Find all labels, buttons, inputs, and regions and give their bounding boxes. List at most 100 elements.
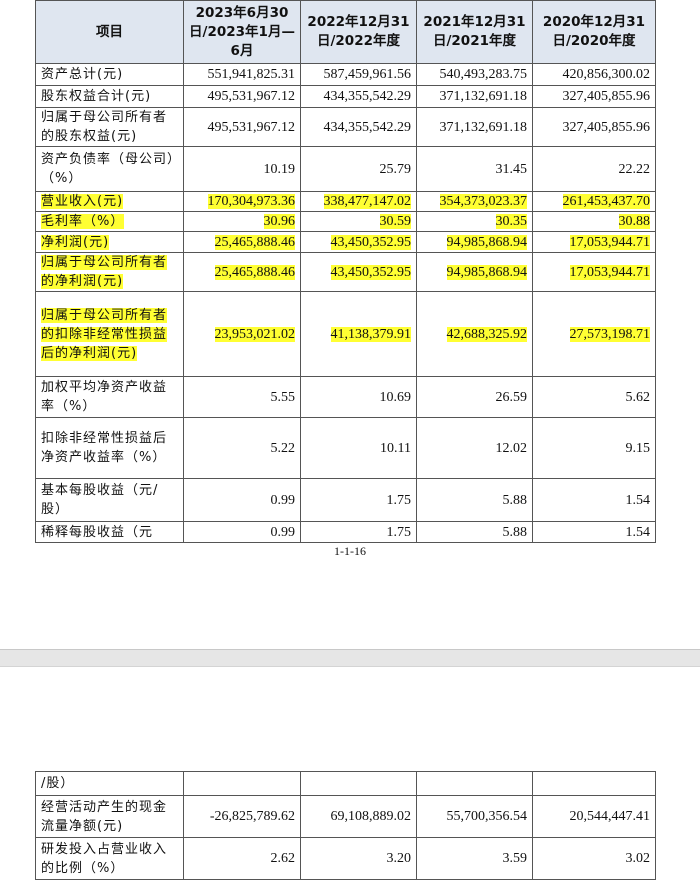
value-cell: 540,493,283.75 <box>416 63 533 86</box>
table-row: 归属于母公司所有者的扣除非经常性损益后的净利润(元) 23,953,021.02 4… <box>35 291 656 377</box>
value-cell: 43,450,352.95 <box>300 231 417 253</box>
cell-text: 30.59 <box>379 214 411 229</box>
table-row: 稀释每股收益（元 0.99 1.75 5.88 1.54 <box>35 521 656 543</box>
cell-text: 540,493,283.75 <box>439 67 528 82</box>
table-row: 归属于母公司所有者的股东权益(元) 495,531,967.12 434,355,5… <box>35 107 656 147</box>
cell-text: 股东权益合计(元) <box>41 89 152 104</box>
value-cell: 27,573,198.71 <box>532 291 656 377</box>
value-cell <box>183 771 301 796</box>
value-cell <box>300 771 417 796</box>
value-cell: 30.59 <box>300 211 417 232</box>
row-label: 净利润(元) <box>35 231 184 253</box>
value-cell: 26.59 <box>416 376 533 418</box>
row-label: /股） <box>35 771 184 796</box>
cell-text: 净利润(元) <box>41 234 110 250</box>
value-cell: 43,450,352.95 <box>300 252 417 292</box>
value-cell: 30.96 <box>183 211 301 232</box>
value-cell: 3.02 <box>532 837 656 880</box>
cell-text: 1.75 <box>386 524 412 540</box>
table-row: 资产负债率（母公司）（%） 10.19 25.79 31.45 22.22 <box>35 146 656 192</box>
cell-text: 434,355,542.29 <box>323 119 412 135</box>
value-cell: 327,405,855.96 <box>532 85 656 108</box>
header-cell: 项目 <box>35 0 184 64</box>
cell-text: 基本每股收益（元/股） <box>41 483 159 517</box>
value-cell: 23,953,021.02 <box>183 291 301 377</box>
value-cell: 5.88 <box>416 521 533 543</box>
value-cell: 10.11 <box>300 417 417 479</box>
cell-text: 归属于母公司所有者的股东权益(元) <box>41 110 168 144</box>
cell-text: 43,450,352.95 <box>330 234 411 250</box>
row-label: 加权平均净资产收益率（%） <box>35 376 184 418</box>
value-cell: 5.62 <box>532 376 656 418</box>
row-label: 扣除非经常性损益后净资产收益率（%） <box>35 417 184 479</box>
cell-text: 5.55 <box>270 389 296 405</box>
cell-text: 3.59 <box>502 851 528 866</box>
cell-text: 434,355,542.29 <box>323 89 412 104</box>
cell-text: 0.99 <box>270 492 296 508</box>
cell-text: 371,132,691.18 <box>439 119 528 135</box>
cell-text: 551,941,825.31 <box>207 67 296 82</box>
cell-text: 587,459,961.56 <box>323 67 412 82</box>
cell-text: 22.22 <box>618 161 651 177</box>
table-row: 归属于母公司所有者的净利润(元) 25,465,888.46 43,450,352.… <box>35 252 656 292</box>
page-separator <box>0 649 700 667</box>
cell-text: 稀释每股收益（元 <box>41 524 154 540</box>
cell-text: 261,453,437.70 <box>562 194 650 209</box>
value-cell: 30.35 <box>416 211 533 232</box>
cell-text: 94,985,868.94 <box>446 264 527 280</box>
value-cell: 0.99 <box>183 521 301 543</box>
header-row: 项目 2023年6月30日/2023年1月—6月 2022年12月31日/2022年… <box>35 0 656 64</box>
cell-text: 27,573,198.71 <box>569 326 650 342</box>
cell-text: 30.35 <box>495 214 527 229</box>
cell-text: 归属于母公司所有者的净利润(元) <box>41 255 168 289</box>
value-cell: -26,825,789.62 <box>183 795 301 838</box>
value-cell: 5.55 <box>183 376 301 418</box>
cell-text: 25,465,888.46 <box>214 264 295 280</box>
value-cell: 495,531,967.12 <box>183 107 301 147</box>
cell-text: 420,856,300.02 <box>562 67 651 82</box>
cell-text: 170,304,973.36 <box>207 194 295 209</box>
value-cell: 17,053,944.71 <box>532 231 656 253</box>
value-cell: 3.59 <box>416 837 533 880</box>
cell-text: 23,953,021.02 <box>214 326 295 342</box>
header-cell: 2023年6月30日/2023年1月—6月 <box>183 0 301 64</box>
cell-text: 10.19 <box>263 161 296 177</box>
cell-text: 26.59 <box>495 389 528 405</box>
cell-text: 43,450,352.95 <box>330 264 411 280</box>
cell-text: 20,544,447.41 <box>569 809 651 824</box>
cell-text: 资产负债率（母公司）（%） <box>41 152 175 186</box>
value-cell: 327,405,855.96 <box>532 107 656 147</box>
value-cell: 371,132,691.18 <box>416 107 533 147</box>
table-row: 营业收入(元) 170,304,973.36 338,477,147.02 354,3… <box>35 191 656 212</box>
value-cell: 420,856,300.02 <box>532 63 656 86</box>
value-cell: 10.19 <box>183 146 301 192</box>
cell-text: 10.11 <box>380 440 411 456</box>
page-number: 1-1-16 <box>334 544 366 558</box>
table-row: 毛利率（%） 30.96 30.59 30.35 30.88 <box>35 211 656 232</box>
cell-text: 25.79 <box>379 161 412 177</box>
cell-text: 5.88 <box>502 492 528 508</box>
financial-table-continued: /股） 经营活动产生的现金流量净额(元) -26,825,789.62 69,108,… <box>35 771 656 880</box>
cell-text: 338,477,147.02 <box>323 194 411 209</box>
cell-text: 经营活动产生的现金流量净额(元) <box>41 799 168 834</box>
value-cell: 5.88 <box>416 478 533 522</box>
row-label: 归属于母公司所有者的股东权益(元) <box>35 107 184 147</box>
cell-text: 30.88 <box>618 214 650 229</box>
cell-text: 495,531,967.12 <box>207 119 296 135</box>
value-cell: 31.45 <box>416 146 533 192</box>
table-row: 加权平均净资产收益率（%） 5.55 10.69 26.59 5.62 <box>35 376 656 418</box>
cell-text: 营业收入(元) <box>41 194 124 209</box>
cell-text: 354,373,023.37 <box>439 194 527 209</box>
value-cell: 55,700,356.54 <box>416 795 533 838</box>
value-cell: 434,355,542.29 <box>300 107 417 147</box>
cell-text: 5.62 <box>625 389 651 405</box>
value-cell: 42,688,325.92 <box>416 291 533 377</box>
cell-text: 17,053,944.71 <box>569 264 650 280</box>
value-cell: 94,985,868.94 <box>416 231 533 253</box>
value-cell: 20,544,447.41 <box>532 795 656 838</box>
cell-text: 495,531,967.12 <box>207 89 296 104</box>
value-cell: 495,531,967.12 <box>183 85 301 108</box>
value-cell: 261,453,437.70 <box>532 191 656 212</box>
value-cell: 1.54 <box>532 521 656 543</box>
table-row: 经营活动产生的现金流量净额(元) -26,825,789.62 69,108,889… <box>35 795 656 838</box>
